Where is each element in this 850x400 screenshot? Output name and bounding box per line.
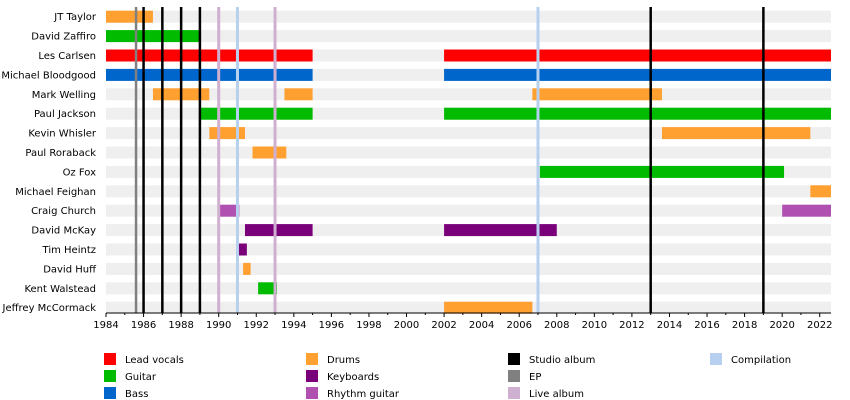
legend: Lead vocals Guitar Bass Drums Keyboards Rhyth…: [104, 353, 791, 400]
x-tick-label: 1990: [206, 320, 231, 331]
x-tick-label: 1988: [168, 320, 193, 331]
member-label: Michael Feighan: [15, 187, 96, 198]
member-label: David Huff: [43, 264, 97, 275]
member-bar-drums: [284, 88, 313, 101]
x-tick-label: 1996: [319, 320, 344, 331]
x-tick-label: 2022: [807, 320, 832, 331]
member-bar-rhythm: [782, 204, 831, 217]
member-bar-drums: [661, 127, 811, 140]
x-tick-label: 2002: [431, 320, 456, 331]
member-bar-vocals: [444, 49, 831, 62]
row-stripe: [106, 185, 831, 198]
member-labels: JT Taylor David Zaffiro Les Carlsen Michael…: [1, 12, 97, 314]
legend-label-rhythm: Rhythm guitar: [327, 389, 400, 400]
member-label: JT Taylor: [53, 12, 97, 23]
row-stripe: [106, 262, 831, 275]
row-stripe: [106, 243, 831, 256]
legend-swatch-studio: [508, 353, 520, 365]
member-bar-guitar: [199, 107, 313, 120]
member-label: Kent Walstead: [24, 284, 96, 295]
row-stripe: [106, 282, 831, 295]
x-tick-label: 2000: [394, 320, 419, 331]
x-tick-label: 2012: [619, 320, 644, 331]
legend-label-live: Live album: [529, 389, 584, 400]
row-stripe: [106, 88, 831, 101]
member-bar-drums: [252, 146, 287, 159]
member-bar-drums: [532, 88, 662, 101]
member-bar-vocals: [106, 49, 313, 62]
member-bar-keyboards: [444, 224, 557, 237]
member-bar-guitar: [258, 282, 277, 295]
member-label: Craig Church: [31, 206, 96, 217]
x-tick-label: 2018: [732, 320, 757, 331]
legend-label-compilation: Compilation: [731, 355, 791, 366]
member-label: David McKay: [31, 226, 96, 237]
member-bar-bass: [444, 68, 831, 81]
member-bar-guitar: [539, 165, 785, 178]
member-label: David Zaffiro: [31, 32, 96, 43]
member-bar-drums: [209, 127, 245, 140]
x-tick-label: 1998: [356, 320, 381, 331]
x-tick-label: 2004: [469, 320, 494, 331]
member-bar-guitar: [444, 107, 831, 120]
row-stripe: [106, 10, 831, 23]
member-bar-drums: [106, 10, 153, 23]
member-bar-bass: [106, 68, 313, 81]
legend-label-ep: EP: [529, 372, 541, 383]
legend-swatch-keyboards: [306, 370, 318, 382]
row-stripe: [106, 204, 831, 217]
member-bar-keyboards: [237, 243, 247, 256]
x-tick-label: 2010: [582, 320, 607, 331]
legend-label-studio: Studio album: [529, 355, 595, 366]
legend-swatch-rhythm: [306, 387, 318, 399]
legend-swatch-ep: [508, 370, 520, 382]
member-label: Mark Welling: [32, 90, 96, 101]
x-tick-label: 1994: [281, 320, 306, 331]
member-label: Kevin Whisler: [28, 129, 97, 140]
legend-label-vocals: Lead vocals: [125, 355, 184, 366]
x-axis: 1984 1986 1988 1990 1992 1994 1996 1998 2000 2002…: [93, 312, 832, 331]
member-label: Oz Fox: [63, 167, 97, 178]
x-tick-label: 2016: [694, 320, 719, 331]
member-bar-rhythm: [218, 204, 240, 217]
member-label: Jeffrey McCormack: [2, 303, 97, 314]
member-bar-drums: [810, 185, 831, 198]
legend-label-bass: Bass: [125, 389, 148, 400]
x-tick-label: 2006: [506, 320, 531, 331]
member-bar-drums: [243, 262, 251, 275]
member-label: Paul Roraback: [25, 148, 96, 159]
release-lines: [134, 7, 765, 313]
legend-label-drums: Drums: [327, 355, 360, 366]
row-stripe: [106, 146, 831, 159]
x-tick-label: 1992: [244, 320, 269, 331]
x-tick-label: 2014: [657, 320, 682, 331]
member-label: Les Carlsen: [38, 51, 96, 62]
legend-swatch-guitar: [104, 370, 116, 382]
legend-swatch-compilation: [710, 353, 722, 365]
member-bar-keyboards: [244, 224, 313, 237]
legend-swatch-live: [508, 387, 520, 399]
x-tick-label: 2008: [544, 320, 569, 331]
legend-label-guitar: Guitar: [125, 372, 157, 383]
legend-swatch-vocals: [104, 353, 116, 365]
member-bars: [106, 10, 831, 314]
legend-swatch-bass: [104, 387, 116, 399]
legend-label-keyboards: Keyboards: [327, 372, 379, 383]
member-label: Michael Bloodgood: [1, 70, 96, 81]
row-stripe: [106, 30, 831, 43]
member-label: Paul Jackson: [34, 109, 96, 120]
x-tick-label: 2020: [769, 320, 794, 331]
x-tick-label: 1986: [131, 320, 156, 331]
member-bar-guitar: [106, 30, 200, 43]
member-label: Tim Heintz: [42, 245, 96, 256]
legend-swatch-drums: [306, 353, 318, 365]
member-bar-drums: [444, 301, 533, 314]
x-tick-label: 1984: [93, 320, 118, 331]
